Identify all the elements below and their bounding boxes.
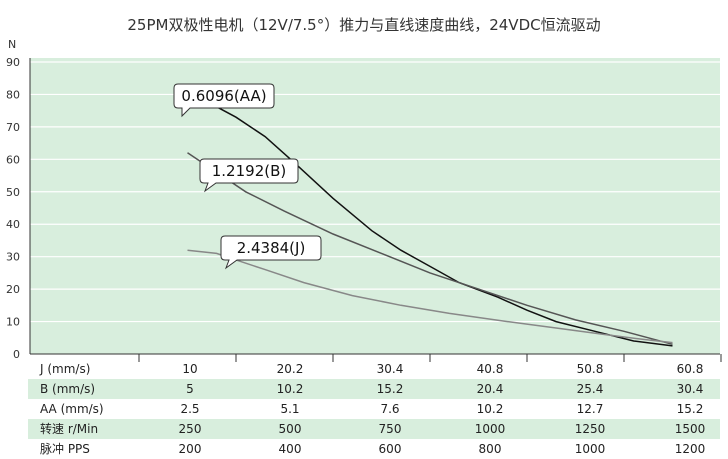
y-axis-unit: N [8, 38, 16, 51]
series-label-callout: 2.4384(J) [220, 235, 322, 270]
y-tick-label: 20 [6, 283, 20, 296]
table-cell: 1000 [475, 422, 506, 436]
y-tick-label: 60 [6, 153, 20, 166]
table-cell: 12.7 [577, 402, 604, 416]
table-cell: 600 [379, 442, 402, 456]
table-cell: 15.2 [677, 402, 704, 416]
table-cell: 800 [479, 442, 502, 456]
series-annotations: 0.6096(AA) 1.2192(B) 2.4384(J) [173, 83, 322, 270]
series-label: 0.6096(AA) [181, 87, 266, 105]
y-tick-label: 90 [6, 56, 20, 69]
table-row-label: B (mm/s) [40, 382, 95, 396]
chart-title: 25PM双极性电机（12V/7.5°）推力与直线速度曲线，24VDC恒流驱动 [127, 16, 600, 34]
y-tick-label: 80 [6, 88, 20, 101]
table-cell: 20.2 [277, 362, 304, 376]
table-cell: 400 [279, 442, 302, 456]
series-label-callout: 1.2192(B) [199, 158, 299, 193]
callout-box [173, 83, 275, 118]
table-cell: 20.4 [477, 382, 504, 396]
table-cell: 60.8 [677, 362, 704, 376]
y-tick-label: 40 [6, 218, 20, 231]
series-line-1 [187, 152, 673, 346]
table-cell: 750 [379, 422, 402, 436]
table-cell: 40.8 [477, 362, 504, 376]
table-row-label: AA (mm/s) [40, 402, 104, 416]
table-cell: 10.2 [477, 402, 504, 416]
table-cell: 7.6 [380, 402, 399, 416]
table-cell: 1250 [575, 422, 606, 436]
table-cell: 500 [279, 422, 302, 436]
table-cell: 200 [179, 442, 202, 456]
plot-area [30, 58, 720, 354]
y-tick-label: 70 [6, 121, 20, 134]
table-cell: 250 [179, 422, 202, 436]
table-cell: 1500 [675, 422, 706, 436]
table-cell: 5 [186, 382, 194, 396]
table-row-shade [28, 419, 720, 439]
y-tick-label: 30 [6, 251, 20, 264]
series-label-callout: 0.6096(AA) [173, 83, 275, 118]
table-cell: 15.2 [377, 382, 404, 396]
y-tick-label: 0 [13, 348, 20, 361]
table-cell: 1200 [675, 442, 706, 456]
grid-lines [30, 61, 720, 323]
table-row-label: 转速 r/Min [40, 421, 98, 436]
callout-box [220, 235, 322, 270]
table-cell: 2.5 [180, 402, 199, 416]
series-line-0 [187, 90, 673, 347]
table-cell: 5.1 [280, 402, 299, 416]
table-row-label: 脉冲 PPS [40, 441, 90, 456]
table-cell: 30.4 [677, 382, 704, 396]
y-axis: 0 10 20 30 40 50 60 70 80 90 [6, 56, 722, 362]
callout-box [199, 158, 299, 193]
table-row-shade [28, 379, 720, 399]
table-cell: 10.2 [277, 382, 304, 396]
series-label: 2.4384(J) [237, 239, 306, 257]
y-tick-label: 50 [6, 186, 20, 199]
table-cell: 1000 [575, 442, 606, 456]
data-table: J (mm/s) 10 20.2 30.4 40.8 50.8 60.8 B (mm/s) 5 1… [28, 362, 720, 456]
plot-background [30, 58, 720, 354]
table-cell: 50.8 [577, 362, 604, 376]
table-cell: 10 [182, 362, 197, 376]
table-row-label: J (mm/s) [39, 362, 90, 376]
table-cell: 30.4 [377, 362, 404, 376]
series-label: 1.2192(B) [212, 162, 286, 180]
table-cell: 25.4 [577, 382, 604, 396]
y-tick-label: 10 [6, 316, 20, 329]
